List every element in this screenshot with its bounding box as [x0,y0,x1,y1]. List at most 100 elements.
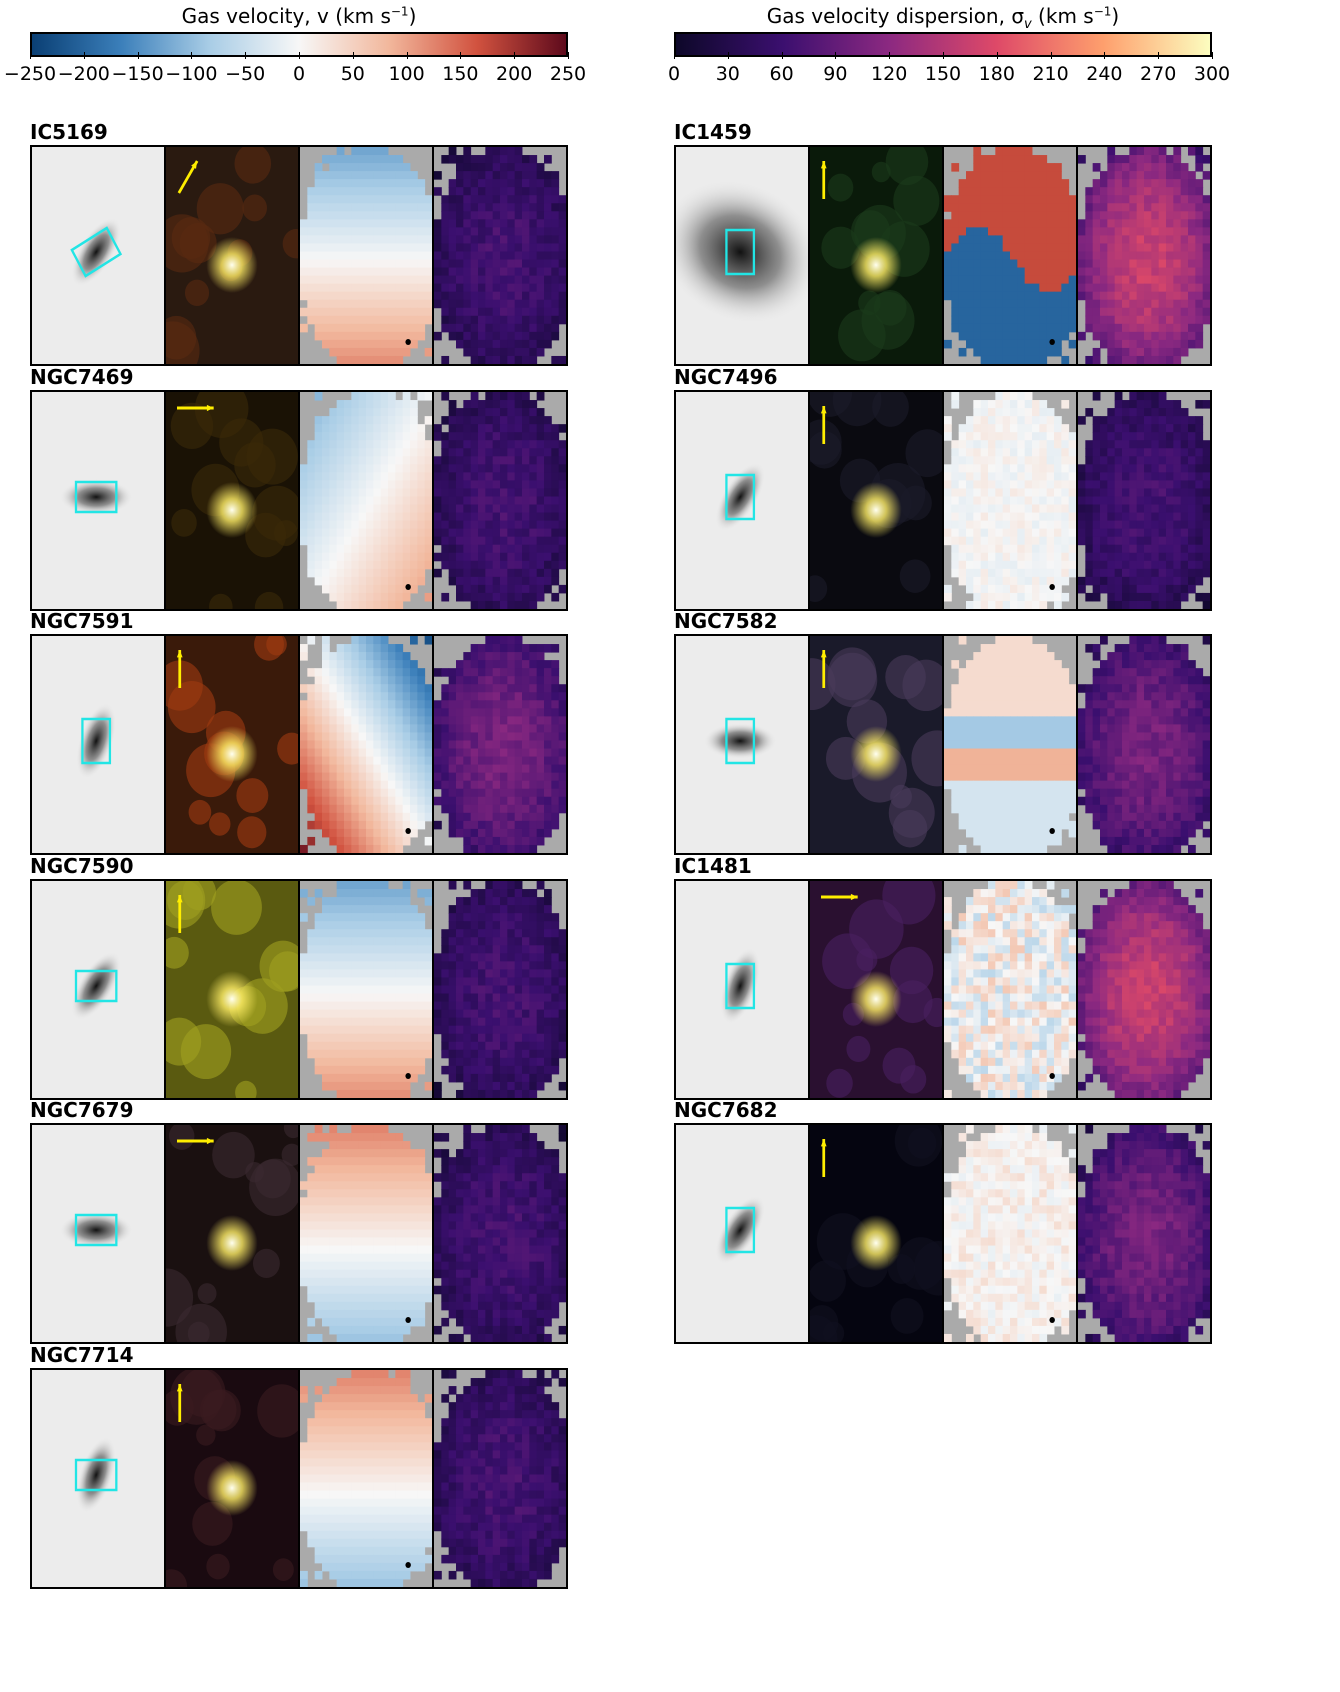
velocity-tick-label: −150 [111,63,164,85]
velocity-tick [191,52,193,59]
velocity-map [944,1125,1076,1342]
rgb-panel [808,636,942,853]
galaxy-panel-row [674,145,1212,366]
dispersion-tick [996,52,998,59]
velocity-tick [299,52,300,59]
dispersion-title-close: (km s [1031,4,1094,28]
galaxy-name: NGC7590 [30,853,134,878]
velocity-tick-label: 50 [340,63,365,85]
rgb-composite-image [166,391,298,609]
dispersion-tick-label: 240 [1086,63,1123,85]
rgb-composite-image [810,1125,942,1342]
dispersion-map [434,1369,566,1587]
rgb-composite-image [166,147,298,364]
velocity-tick [568,52,569,59]
rgb-composite-image [166,636,298,853]
velocity-map [944,880,1076,1098]
dispersion-panel [432,147,566,364]
optical-panel [676,880,808,1098]
dispersion-tick-label: 210 [1032,63,1069,85]
dispersion-tick-label: 90 [823,63,848,85]
velocity-tick-label: 0 [292,63,306,85]
galaxy-panel-row [674,634,1212,855]
dispersion-tick [1050,52,1052,59]
rgb-panel [164,391,298,609]
velocity-panel [298,636,432,853]
dispersion-tick [674,52,675,59]
velocity-map [944,147,1076,364]
dispersion-map [1078,880,1210,1098]
dispersion-tick [889,52,891,59]
rgb-panel [808,147,942,364]
dispersion-tick [727,52,729,59]
velocity-map [300,1125,432,1342]
galaxy-name: NGC7469 [30,364,134,389]
optical-image [676,147,808,364]
velocity-tick-label: −50 [225,63,266,85]
dispersion-panel [432,636,566,853]
galaxy-name: NGC7679 [30,1098,134,1122]
dispersion-colorbar-labels: 0 30 60 90 120 150 180 210 240 270 300 [668,63,1230,85]
dispersion-tick-label: 60 [769,63,794,85]
galaxy-panel-row [674,1123,1212,1344]
optical-panel [32,1125,164,1342]
galaxy-panel-row [30,145,568,366]
dispersion-map [434,1125,566,1342]
dispersion-title-text: Gas velocity dispersion, σ [766,4,1024,28]
velocity-panel [942,636,1076,853]
rgb-composite-image [166,1369,298,1587]
dispersion-tick [1158,52,1160,59]
velocity-map [300,391,432,609]
dispersion-map [434,147,566,364]
optical-image [32,636,164,853]
galaxy-name: NGC7591 [30,609,134,633]
optical-image [676,391,808,609]
velocity-panel [942,1125,1076,1342]
galaxy-name: NGC7582 [674,609,778,633]
rgb-panel [164,1125,298,1342]
dispersion-colorbar-ticks [674,52,1213,60]
dispersion-tick-label: 0 [667,63,681,85]
velocity-tick [352,52,354,59]
velocity-panel [298,391,432,609]
dispersion-tick-label: 120 [871,63,908,85]
dispersion-panel [432,391,566,609]
rgb-panel [164,636,298,853]
dispersion-title-end: ) [1111,4,1120,28]
velocity-tick-label: 200 [496,63,533,85]
dispersion-map [434,880,566,1098]
galaxy-panel-row [674,878,1212,1100]
velocity-panel [298,880,432,1098]
velocity-tick-label: 250 [549,63,587,85]
velocity-map [300,1369,432,1587]
optical-panel [676,391,808,609]
velocity-tick [137,52,139,59]
velocity-map [944,636,1076,853]
dispersion-map [1078,636,1210,853]
velocity-title-sup: −1 [390,4,409,19]
optical-panel [676,636,808,853]
velocity-map [300,147,432,364]
dispersion-panel [432,1369,566,1587]
optical-panel [32,1369,164,1587]
velocity-tick-label: −200 [57,63,110,85]
optical-image [32,147,164,364]
velocity-colorbar-labels: −250 −200 −150 −100 −50 0 50 100 150 200 250 [4,63,586,85]
rgb-composite-image [166,880,298,1098]
velocity-map [300,636,432,853]
rgb-panel [164,1369,298,1587]
rgb-panel [808,1125,942,1342]
galaxy-panel-row [30,1123,568,1344]
velocity-colorbar-title: Gas velocity, v (km s−1) [30,4,568,28]
optical-panel [32,636,164,853]
dispersion-panel [432,1125,566,1342]
galaxy-panel-row [30,878,568,1100]
velocity-panel [942,880,1076,1098]
velocity-tick [30,52,31,59]
rgb-composite-image [810,636,942,853]
dispersion-panel [1076,147,1210,364]
velocity-panel [298,1125,432,1342]
rgb-composite-image [810,147,942,364]
rgb-panel [808,880,942,1098]
dispersion-tick [943,52,944,59]
